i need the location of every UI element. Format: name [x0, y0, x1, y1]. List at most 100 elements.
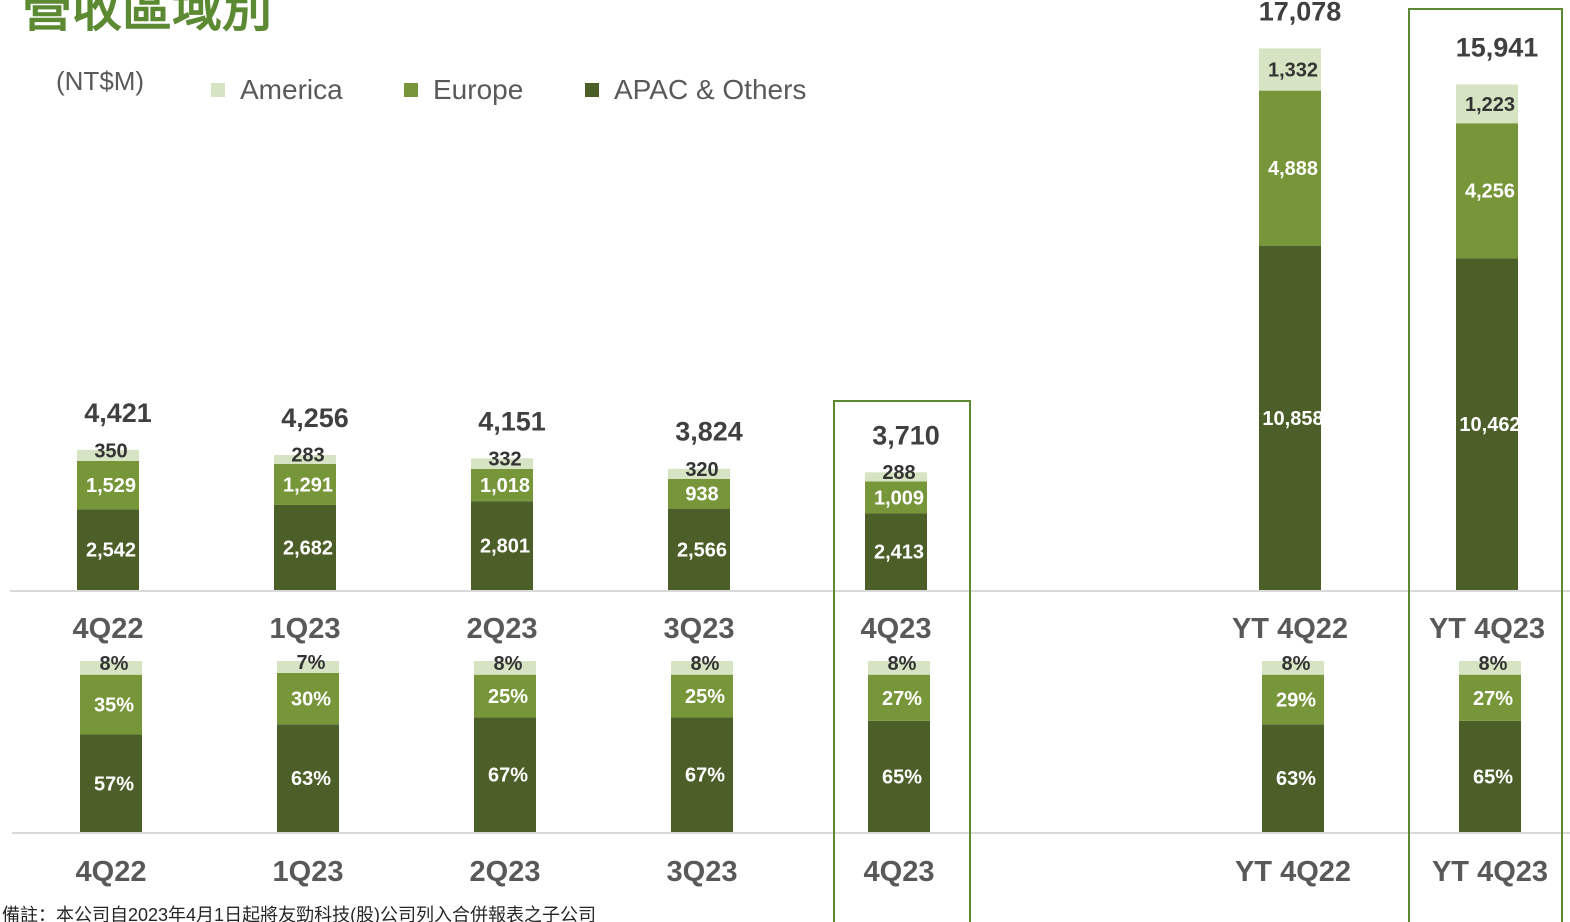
bar-segment [471, 458, 533, 469]
chart-title: 營收區域別 [22, 0, 272, 37]
highlight-box [1408, 8, 1563, 922]
x-tick-label: 1Q23 [270, 613, 341, 645]
x-tick-label: YT 4Q23 [1432, 856, 1548, 888]
data-label: 8% [494, 653, 523, 675]
data-label: 63% [291, 768, 331, 790]
bar-segment [1262, 661, 1324, 675]
bar-segment [274, 463, 336, 505]
bar-segment [668, 478, 730, 509]
bar-segment [1459, 720, 1521, 832]
bar-segment [865, 472, 927, 482]
bar-segment [868, 674, 930, 721]
data-label: 2,801 [480, 536, 530, 558]
data-label: 350 [94, 440, 127, 462]
data-label: 67% [685, 765, 725, 787]
data-label: 29% [1276, 689, 1316, 711]
data-label: 283 [291, 445, 324, 467]
data-label: 1,009 [874, 487, 924, 509]
data-label: 65% [1473, 766, 1513, 788]
bar-segment [277, 724, 339, 832]
x-tick-label: 4Q23 [861, 613, 932, 645]
total-label: 17,078 [1259, 0, 1342, 26]
data-label: 57% [94, 773, 134, 795]
bar-segment [865, 481, 927, 514]
bar-segment [1259, 245, 1321, 590]
data-label: 1,529 [86, 475, 136, 497]
data-label: 63% [1276, 768, 1316, 790]
data-label: 30% [291, 689, 331, 711]
x-tick-label: 4Q22 [73, 613, 144, 645]
data-label: 1,332 [1268, 60, 1318, 82]
x-tick-label: 1Q23 [273, 856, 344, 888]
bar-segment [80, 734, 142, 832]
data-label: 35% [94, 695, 134, 717]
bar-segment [1262, 724, 1324, 832]
bar-segment [1259, 90, 1321, 246]
data-label: 2,542 [86, 540, 136, 562]
data-label: 7% [297, 652, 326, 674]
bar-segment [77, 449, 139, 461]
data-label: 1,018 [480, 475, 530, 497]
x-tick-label: 3Q23 [667, 856, 738, 888]
total-label: 15,941 [1456, 32, 1539, 62]
data-label: 10,858 [1262, 408, 1323, 430]
legend-swatch [404, 83, 418, 97]
data-label: 67% [488, 765, 528, 787]
data-label: 8% [1282, 653, 1311, 675]
total-label: 3,710 [872, 420, 940, 450]
data-label: 1,223 [1465, 94, 1515, 116]
bar-segment [471, 501, 533, 590]
bar-segment [274, 455, 336, 464]
bar-segment [77, 460, 139, 510]
data-label: 25% [488, 686, 528, 708]
data-label: 2,566 [677, 539, 727, 561]
data-label: 4,256 [1465, 181, 1515, 203]
legend-label: APAC & Others [614, 74, 806, 105]
legend-label: America [240, 74, 343, 105]
bar-segment [1456, 123, 1518, 259]
bar-segment [671, 717, 733, 832]
bar-segment [1262, 674, 1324, 725]
data-label: 2,682 [283, 537, 333, 559]
x-tick-label: 3Q23 [664, 613, 735, 645]
unit-label: (NT$M) [56, 66, 144, 96]
total-label: 4,421 [84, 398, 152, 428]
data-label: 2,413 [874, 542, 924, 564]
x-tick-label: 2Q23 [467, 613, 538, 645]
bar-segment [474, 717, 536, 832]
bar-segment [277, 661, 339, 673]
data-label: 8% [691, 653, 720, 675]
x-tick-label: 4Q22 [76, 856, 147, 888]
data-label: 10,462 [1459, 414, 1520, 436]
bar-segment [471, 468, 533, 502]
data-label: 332 [488, 449, 521, 471]
bar-segment [474, 661, 536, 675]
bar-segment [668, 468, 730, 479]
data-label: 1,291 [283, 474, 333, 496]
total-label: 4,151 [478, 406, 546, 436]
bar-segment [868, 661, 930, 675]
bar-segment [1456, 258, 1518, 590]
data-label: 4,888 [1268, 158, 1318, 180]
legend-label: Europe [433, 74, 523, 105]
bar-segment [274, 504, 336, 590]
x-tick-label: 2Q23 [470, 856, 541, 888]
bar-segment [1456, 84, 1518, 124]
bar-segment [77, 509, 139, 590]
data-label: 27% [1473, 688, 1513, 710]
x-tick-label: YT 4Q22 [1235, 856, 1351, 888]
legend-swatch [585, 83, 599, 97]
footnote: 備註：本公司自2023年4月1日起將友勁科技(股)公司列入合併報表之子公司 [2, 905, 596, 922]
bar-segment [1459, 661, 1521, 675]
bar-segment [668, 508, 730, 590]
bar-segment [80, 661, 142, 675]
bar-segment [1259, 48, 1321, 91]
data-label: 8% [888, 653, 917, 675]
data-label: 27% [882, 688, 922, 710]
bar-segment [474, 674, 536, 718]
data-label: 8% [100, 653, 129, 675]
bar-segment [671, 661, 733, 675]
data-label: 25% [685, 686, 725, 708]
bar-segment [277, 672, 339, 725]
